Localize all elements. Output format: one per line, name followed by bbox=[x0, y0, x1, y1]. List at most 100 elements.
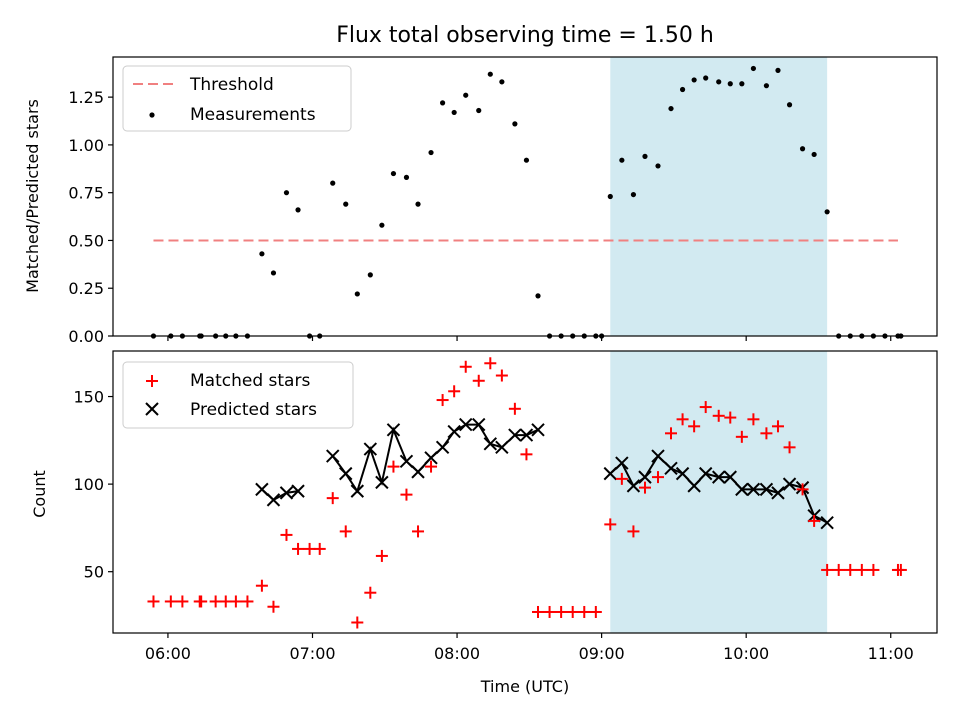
matched-point-29 bbox=[495, 369, 508, 382]
legend-measurements-swatch bbox=[149, 112, 155, 118]
matched-point-33 bbox=[543, 605, 556, 618]
legend-predicted-swatch bbox=[145, 402, 159, 416]
predicted-point-27 bbox=[664, 461, 678, 476]
measurement-point-19 bbox=[379, 222, 385, 228]
top-y-tick-label-0: 0.00 bbox=[68, 327, 104, 346]
predicted-point-6 bbox=[350, 484, 365, 498]
matched-point-31 bbox=[520, 448, 533, 461]
measurement-point-56 bbox=[811, 151, 817, 158]
matched-point-20 bbox=[387, 460, 400, 473]
matched-point-54 bbox=[796, 483, 809, 496]
predicted-point-22 bbox=[603, 466, 617, 481]
measurement-point-17 bbox=[354, 291, 360, 297]
measurement-point-46 bbox=[691, 77, 697, 83]
predicted-point-24 bbox=[626, 479, 641, 493]
predicted-point-5 bbox=[339, 466, 353, 481]
bottom-y-axis-label: Count bbox=[30, 470, 49, 518]
predicted-point-17 bbox=[483, 437, 498, 451]
matched-point-36 bbox=[578, 605, 591, 618]
matched-point-11 bbox=[280, 528, 293, 541]
matched-point-23 bbox=[425, 460, 438, 473]
predicted-point-8 bbox=[375, 475, 389, 490]
predicted-point-10 bbox=[399, 454, 414, 469]
measurement-point-23 bbox=[428, 149, 434, 156]
measurement-point-26 bbox=[463, 92, 469, 98]
measurement-point-22 bbox=[415, 201, 421, 207]
predicted-point-36 bbox=[771, 486, 785, 500]
matched-point-17 bbox=[351, 616, 364, 629]
matched-point-62 bbox=[894, 563, 907, 576]
predicted-point-26 bbox=[651, 449, 665, 463]
top-y-axis-label: Matched/Predicted stars bbox=[23, 99, 42, 293]
measurement-point-48 bbox=[716, 79, 722, 85]
measurement-point-12 bbox=[295, 207, 301, 213]
measurement-point-15 bbox=[330, 180, 336, 186]
matched-point-45 bbox=[688, 420, 701, 433]
top-y-tick-label-1: 0.25 bbox=[68, 279, 104, 298]
measurement-point-39 bbox=[607, 193, 613, 200]
predicted-point-2 bbox=[279, 486, 294, 500]
predicted-point-29 bbox=[687, 479, 701, 493]
top-legend: Threshold Measurements bbox=[122, 65, 352, 132]
measurement-point-9 bbox=[259, 251, 265, 257]
measurement-point-45 bbox=[679, 86, 686, 93]
measurement-point-24 bbox=[440, 100, 446, 106]
x-tick-label-2: 08:00 bbox=[434, 644, 480, 663]
top-y-tick-label-5: 1.25 bbox=[68, 88, 104, 107]
measurement-point-40 bbox=[619, 157, 625, 163]
predicted-point-31 bbox=[712, 470, 726, 484]
top-y-tick-label-3: 0.75 bbox=[68, 184, 104, 203]
matched-point-55 bbox=[808, 514, 821, 527]
measurement-point-28 bbox=[487, 71, 493, 77]
x-tick-label-5: 11:00 bbox=[868, 644, 914, 663]
legend-matched-swatch bbox=[146, 375, 158, 387]
matched-point-38 bbox=[604, 518, 617, 531]
matched-point-44 bbox=[676, 413, 689, 426]
predicted-point-7 bbox=[363, 442, 378, 456]
matched-point-19 bbox=[375, 549, 388, 562]
legend-predicted-label: Predicted stars bbox=[190, 400, 317, 420]
matched-stars-series bbox=[147, 357, 907, 629]
bottom-y-axis: 50 100 150 bbox=[73, 388, 113, 582]
x-axis-label: Time (UTC) bbox=[480, 677, 569, 696]
bottom-plot-frame bbox=[112, 350, 938, 634]
predicted-point-21 bbox=[531, 423, 545, 437]
measurement-point-42 bbox=[642, 153, 648, 159]
predicted-point-12 bbox=[424, 451, 438, 465]
predicted-point-20 bbox=[519, 428, 534, 442]
measurement-point-25 bbox=[451, 109, 457, 116]
matched-point-7 bbox=[229, 595, 242, 608]
matched-point-2 bbox=[176, 595, 189, 608]
matched-point-50 bbox=[747, 413, 760, 426]
predicted-line-1 bbox=[331, 423, 539, 494]
predicted-point-23 bbox=[615, 456, 629, 470]
matched-point-6 bbox=[219, 595, 232, 608]
measurement-point-10 bbox=[270, 270, 277, 276]
matched-point-51 bbox=[760, 427, 773, 440]
measurement-point-27 bbox=[476, 107, 482, 114]
top-y-tick-label-4: 1.00 bbox=[68, 136, 104, 155]
matched-point-35 bbox=[566, 605, 579, 618]
measurement-point-49 bbox=[727, 81, 733, 87]
measurement-point-32 bbox=[535, 293, 541, 299]
x-tick-label-4: 10:00 bbox=[723, 644, 769, 663]
legend-matched-label: Matched stars bbox=[190, 371, 310, 391]
matched-point-56 bbox=[821, 563, 834, 576]
predicted-point-0 bbox=[255, 482, 269, 497]
matched-point-22 bbox=[412, 525, 425, 538]
predicted-point-16 bbox=[472, 417, 486, 432]
bottom-legend: Matched stars Predicted stars bbox=[122, 361, 354, 429]
top-x-ticks bbox=[167, 336, 892, 341]
predicted-point-19 bbox=[508, 428, 522, 442]
matched-point-46 bbox=[699, 401, 712, 414]
matched-point-21 bbox=[400, 488, 413, 501]
bottom-x-axis: 06:00 07:00 08:00 09:00 10:00 11:00 bbox=[145, 633, 914, 663]
measurement-point-43 bbox=[655, 163, 661, 169]
matched-point-49 bbox=[735, 430, 748, 443]
matched-point-43 bbox=[665, 427, 678, 440]
top-plot-frame bbox=[112, 56, 938, 337]
matched-point-53 bbox=[783, 441, 796, 454]
top-panel: 0.00 0.25 0.50 0.75 1.00 1.25 Matched/Predict… bbox=[23, 56, 938, 346]
matched-point-42 bbox=[651, 471, 664, 484]
